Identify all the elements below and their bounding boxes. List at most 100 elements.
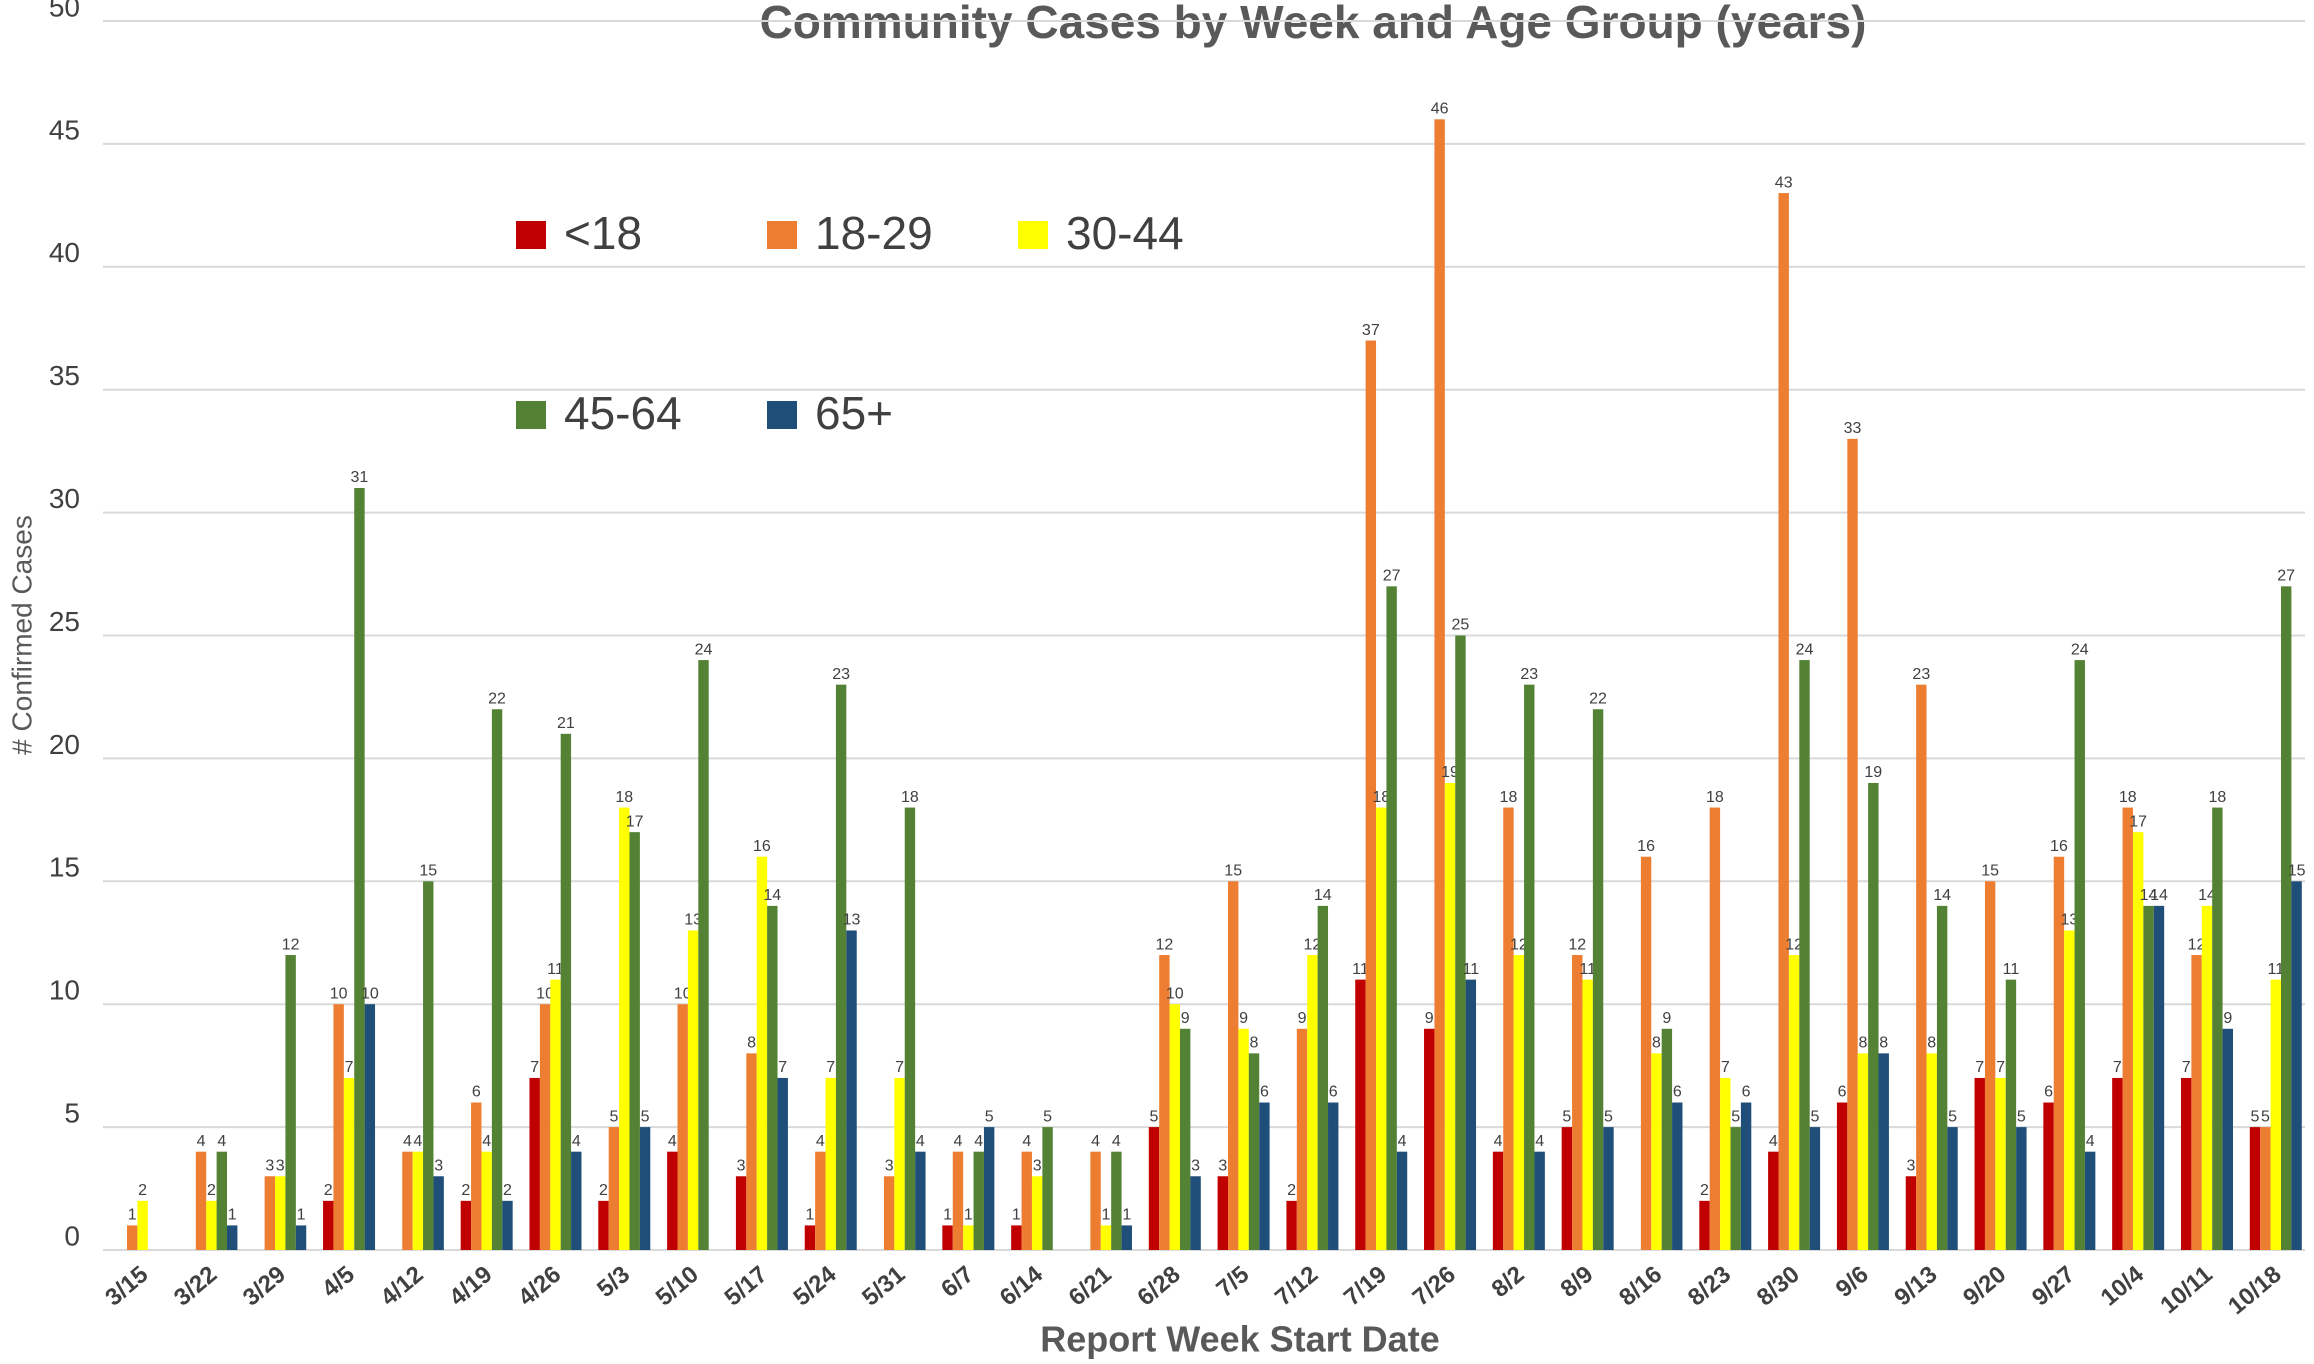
- bar: [1386, 586, 1397, 1250]
- legend-label: 45-64: [564, 387, 682, 439]
- x-tick-label: 3/29: [238, 1261, 291, 1312]
- bar: [1868, 782, 1879, 1250]
- x-tick-label: 3/15: [100, 1261, 153, 1312]
- data-label: 16: [753, 838, 771, 855]
- bar: [942, 1225, 953, 1250]
- x-tick-label: 6/14: [995, 1260, 1049, 1311]
- data-label: 4: [1398, 1133, 1407, 1150]
- bar: [698, 660, 709, 1250]
- data-label: 18: [2208, 789, 2226, 806]
- data-label: 12: [282, 936, 300, 953]
- bar: [1640, 856, 1652, 1250]
- data-label: 11: [1463, 961, 1480, 978]
- data-label: 5: [641, 1108, 650, 1125]
- bar: [264, 1176, 276, 1250]
- bar: [2122, 807, 2133, 1250]
- data-label: 7: [778, 1059, 787, 1076]
- data-label: 4: [954, 1133, 963, 1150]
- data-label: 5: [2251, 1108, 2260, 1125]
- bar: [2280, 586, 2292, 1250]
- data-label: 10: [330, 985, 348, 1002]
- data-label: 7: [1721, 1059, 1730, 1076]
- data-label: 24: [1796, 641, 1814, 658]
- bar: [1296, 1028, 1308, 1250]
- legend-swatch: [516, 401, 546, 429]
- data-label: 11: [547, 961, 564, 978]
- bar: [529, 1077, 540, 1250]
- bar: [2201, 905, 2213, 1250]
- bar: [1534, 1151, 1545, 1250]
- data-label: 3: [1191, 1157, 1200, 1174]
- data-label: 12: [2188, 936, 2206, 953]
- data-label: 10: [1166, 985, 1184, 1002]
- bar: [1444, 782, 1456, 1250]
- bar: [550, 979, 561, 1250]
- bar: [1365, 340, 1377, 1250]
- data-label: 5: [1150, 1108, 1159, 1125]
- x-tick-label: 10/11: [2155, 1261, 2217, 1319]
- bar: [835, 684, 847, 1250]
- bar: [1021, 1151, 1032, 1250]
- bar: [1228, 881, 1239, 1250]
- data-label: 1: [1102, 1207, 1111, 1224]
- bar: [1396, 1151, 1408, 1250]
- bar: [2291, 881, 2302, 1250]
- data-label: 9: [1425, 1010, 1434, 1027]
- x-tick-label: 4/19: [444, 1261, 497, 1312]
- data-label: 14: [763, 887, 781, 904]
- bar: [343, 1077, 355, 1250]
- data-label: 4: [916, 1133, 925, 1150]
- bar: [1836, 1102, 1848, 1250]
- bar: [2043, 1102, 2054, 1250]
- x-tick-label: 10/18: [2223, 1261, 2286, 1320]
- data-label: 14: [1314, 887, 1332, 904]
- bar: [2270, 979, 2281, 1250]
- x-tick-label: 6/28: [1132, 1261, 1185, 1312]
- bar: [1238, 1028, 1249, 1250]
- x-tick-label: 9/6: [1831, 1261, 1874, 1303]
- data-label: 11: [2003, 961, 2020, 978]
- data-label: 4: [1091, 1133, 1100, 1150]
- bar: [1111, 1151, 1122, 1250]
- bar: [137, 1200, 148, 1250]
- data-label: 23: [1912, 666, 1930, 683]
- bar: [1307, 955, 1318, 1250]
- data-label: 1: [964, 1207, 973, 1224]
- data-label: 1: [1122, 1207, 1131, 1224]
- bar: [1090, 1151, 1101, 1250]
- data-label: 8: [1879, 1035, 1888, 1052]
- bar: [2212, 807, 2223, 1250]
- y-tick-label: 50: [49, 0, 80, 22]
- bar: [1513, 955, 1525, 1250]
- bar: [1699, 1200, 1710, 1250]
- bar: [677, 1004, 688, 1250]
- bar: [777, 1077, 788, 1250]
- data-label: 15: [1224, 863, 1242, 880]
- data-label: 10: [536, 985, 554, 1002]
- bar: [1503, 807, 1514, 1250]
- data-label: 17: [626, 813, 644, 830]
- bar: [915, 1151, 926, 1250]
- bar: [1148, 1127, 1160, 1250]
- bar: [1042, 1127, 1053, 1250]
- x-tick-label: 5/17: [720, 1261, 773, 1312]
- bar: [687, 930, 699, 1250]
- data-label: 22: [1589, 690, 1607, 707]
- bar: [2222, 1028, 2233, 1250]
- bar: [2016, 1127, 2027, 1250]
- bar: [227, 1225, 238, 1250]
- data-label: 2: [1700, 1182, 1709, 1199]
- bar: [1740, 1102, 1752, 1250]
- data-label: 3: [1906, 1157, 1915, 1174]
- bar: [1286, 1200, 1297, 1250]
- bar: [1424, 1028, 1435, 1250]
- bar: [539, 1004, 551, 1250]
- bar: [1582, 979, 1593, 1250]
- data-label: 19: [1864, 764, 1882, 781]
- bar: [1492, 1151, 1504, 1250]
- data-label: 10: [361, 985, 379, 1002]
- bar: [295, 1225, 307, 1250]
- data-label: 4: [1535, 1133, 1544, 1150]
- data-label: 15: [1981, 863, 1999, 880]
